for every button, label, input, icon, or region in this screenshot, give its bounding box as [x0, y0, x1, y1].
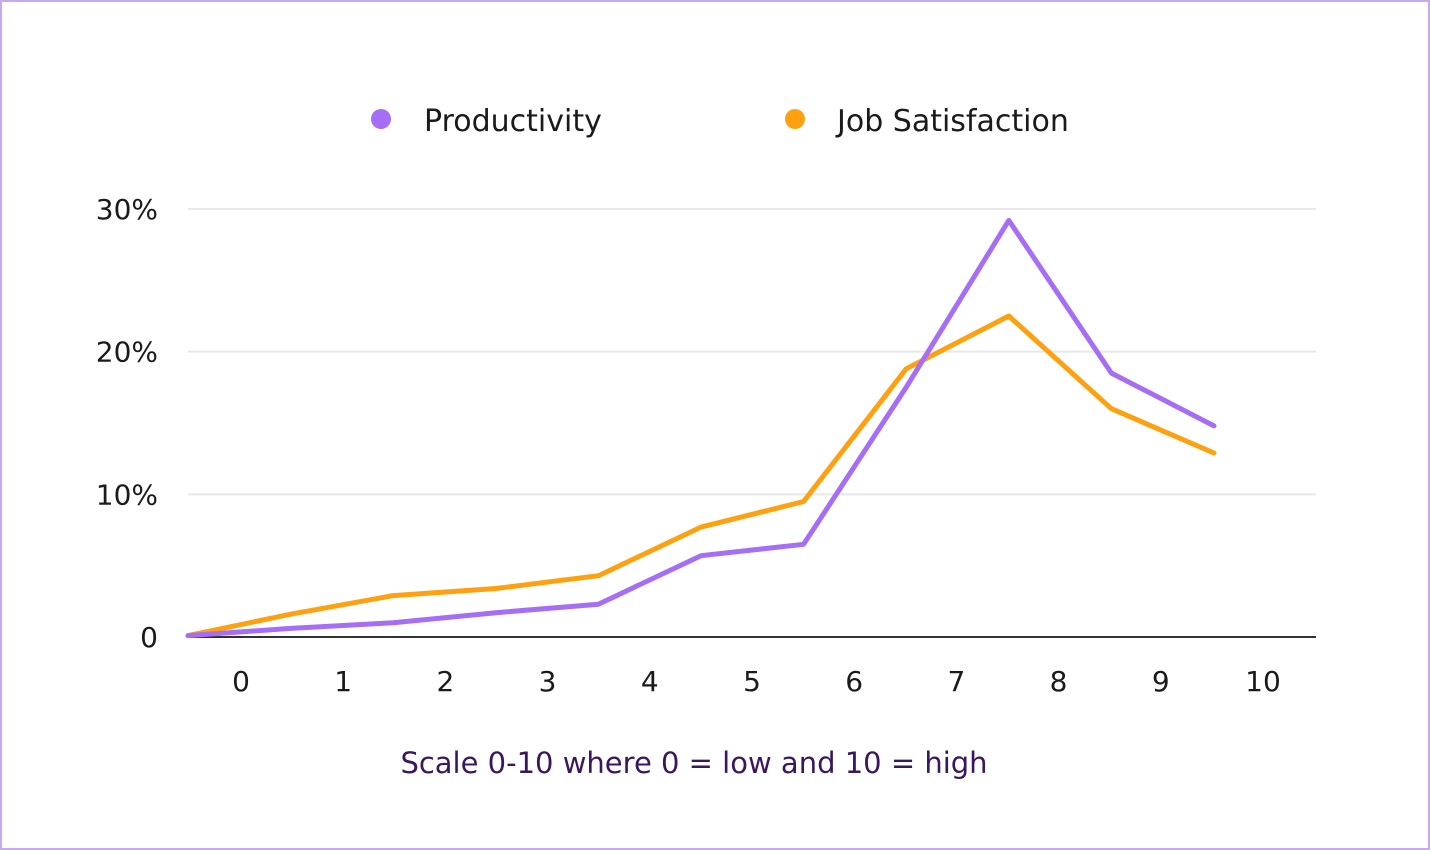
y-tick-label: 0	[140, 621, 158, 654]
series-line-productivity	[185, 217, 1217, 639]
series-line-job-satisfaction	[185, 313, 1217, 639]
legend-label: Productivity	[424, 104, 602, 139]
legend-marker	[785, 109, 805, 129]
x-tick-label: 3	[539, 665, 557, 698]
y-tick-label: 20%	[96, 336, 158, 369]
grid-lines	[188, 208, 1316, 496]
y-tick-label: 10%	[96, 478, 158, 511]
x-tick-label: 9	[1152, 665, 1170, 698]
chart-legend: Productivity Job Satisfaction	[371, 104, 1069, 139]
x-tick-label: 0	[232, 665, 250, 698]
y-tick-label: 30%	[96, 193, 158, 226]
x-axis: 0 1 2 3 4 5 6 7 8 9 10	[188, 636, 1316, 698]
x-tick-label: 6	[845, 665, 863, 698]
x-tick-label: 4	[641, 665, 659, 698]
legend-label: Job Satisfaction	[835, 104, 1069, 139]
x-tick-label: 2	[436, 665, 454, 698]
series-lines	[185, 217, 1217, 639]
x-tick-label: 5	[743, 665, 761, 698]
y-axis: 0 10% 20% 30%	[96, 193, 158, 654]
x-tick-label: 1	[334, 665, 352, 698]
x-axis-label: Scale 0-10 where 0 = low and 10 = high	[400, 746, 987, 780]
x-tick-label: 8	[1050, 665, 1068, 698]
x-tick-label: 10	[1245, 665, 1281, 698]
x-tick-label: 7	[947, 665, 965, 698]
legend-marker	[371, 109, 391, 129]
